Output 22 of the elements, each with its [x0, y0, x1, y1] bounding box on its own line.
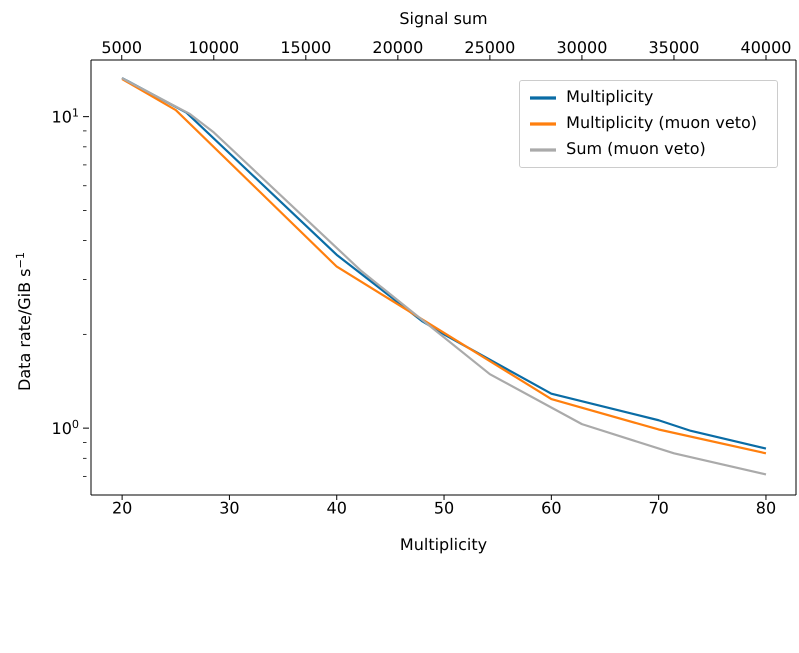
x-tick-label: 60 [541, 498, 562, 518]
legend-label: Multiplicity [566, 87, 654, 106]
legend-label: Multiplicity (muon veto) [566, 113, 757, 132]
y-tick-label: 10$^{1}$ [52, 106, 79, 127]
x-tick-label: 80 [756, 498, 776, 518]
x2-tick-label: 20000 [372, 38, 424, 57]
x-tick-label: 30 [219, 498, 240, 518]
x2-tick-label: 15000 [280, 38, 332, 57]
x-tick-label: 70 [648, 498, 669, 518]
x2-tick-label: 35000 [648, 38, 700, 57]
x2-tick-label: 5000 [101, 38, 142, 57]
x-tick-label: 20 [112, 498, 132, 518]
x-axis-title: Multiplicity [400, 535, 488, 554]
y-tick-label: 10$^{0}$ [52, 418, 79, 438]
x2-tick-label: 40000 [740, 38, 792, 57]
x-tick-label: 50 [434, 498, 454, 518]
x-tick-label: 40 [326, 498, 347, 518]
x2-tick-label: 30000 [556, 38, 608, 57]
legend-label: Sum (muon veto) [566, 139, 706, 158]
x2-tick-label: 10000 [188, 38, 240, 57]
x2-tick-label: 25000 [464, 38, 516, 57]
x2-axis-title: Signal sum [399, 9, 488, 28]
